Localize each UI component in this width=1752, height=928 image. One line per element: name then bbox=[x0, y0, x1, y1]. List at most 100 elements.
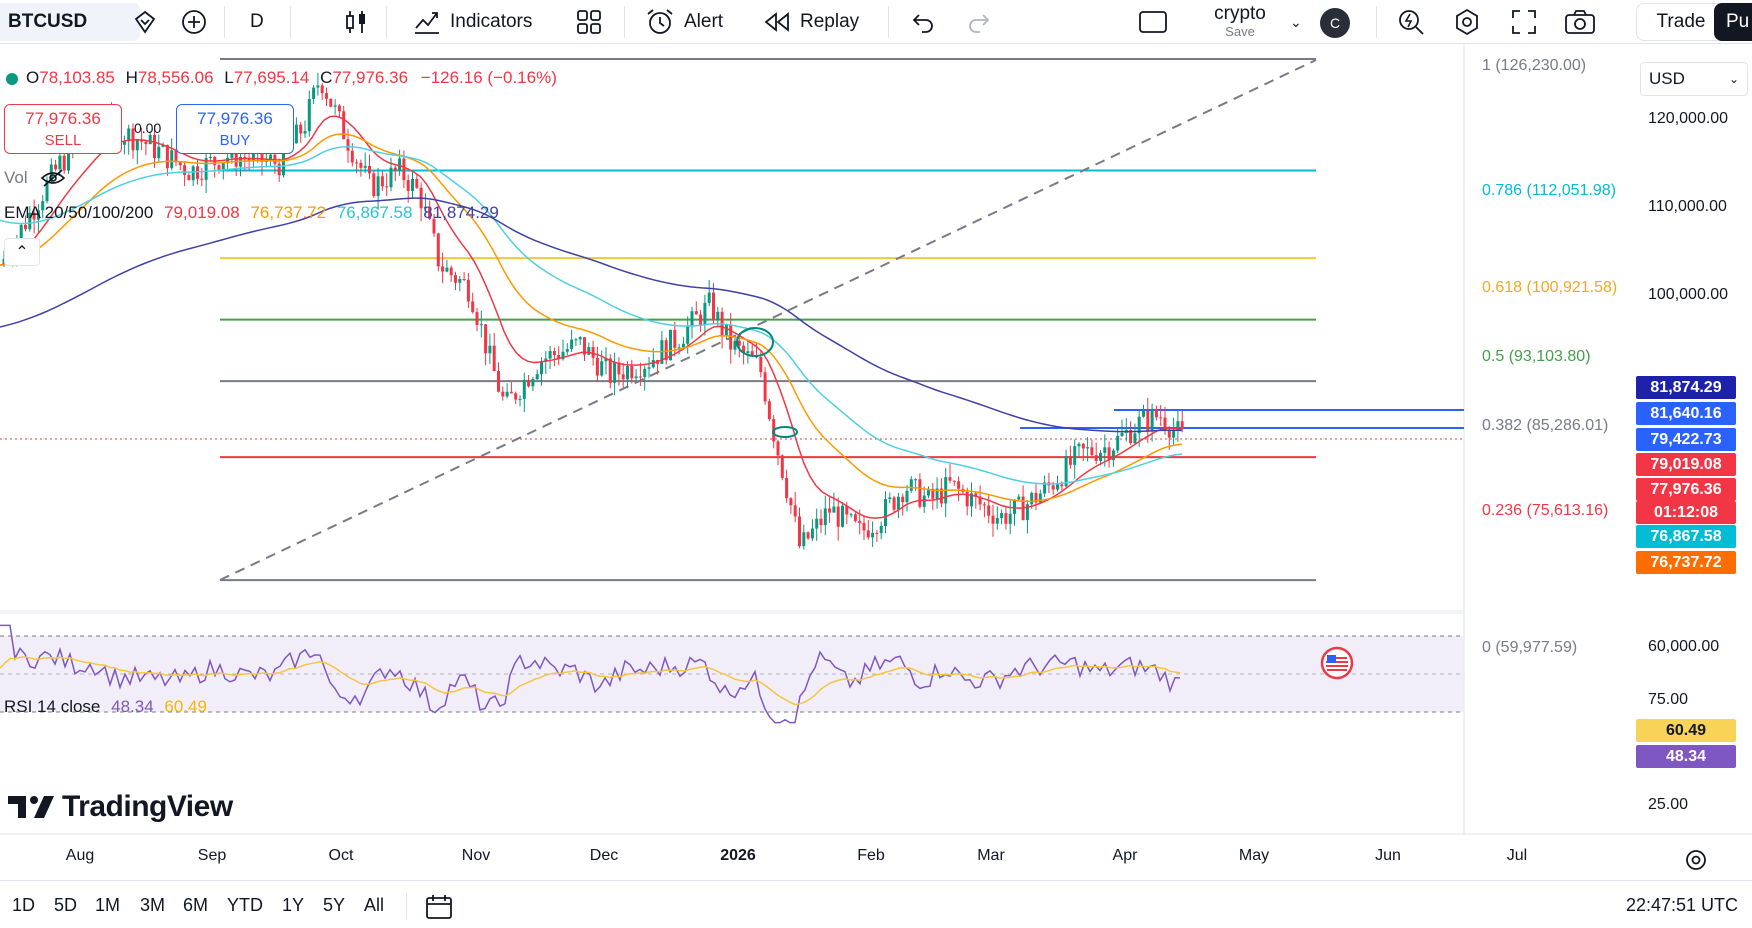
sell-button[interactable]: 77,976.36 SELL bbox=[4, 104, 122, 154]
range-button[interactable]: YTD bbox=[227, 895, 263, 915]
utc-clock[interactable]: 22:47:51 UTC bbox=[1625, 895, 1738, 915]
candle-body bbox=[475, 312, 479, 326]
price-chart[interactable] bbox=[0, 44, 1752, 880]
candle-body bbox=[174, 150, 178, 163]
layout-name: crypto bbox=[1214, 3, 1266, 24]
trade-label: Trade bbox=[1656, 11, 1706, 32]
time-axis-label: Dec bbox=[589, 847, 619, 864]
candle-body bbox=[269, 154, 273, 160]
indicators-button[interactable]: Indicators bbox=[412, 0, 532, 44]
candle-body bbox=[931, 488, 935, 499]
candle-body bbox=[1056, 484, 1059, 490]
alert-button[interactable]: Alert bbox=[644, 0, 723, 44]
us-flag-icon[interactable] bbox=[1320, 646, 1354, 680]
replay-button[interactable]: Replay bbox=[762, 0, 859, 44]
candle-body bbox=[398, 158, 402, 172]
candle-body bbox=[785, 477, 789, 499]
publish-button[interactable]: Pu bbox=[1714, 3, 1752, 41]
candle-body bbox=[165, 144, 169, 169]
candle-body bbox=[385, 186, 389, 188]
range-button[interactable]: 5D bbox=[54, 895, 78, 915]
trade-button[interactable]: Trade bbox=[1636, 3, 1726, 41]
rsi-tag-ma: 60.49 bbox=[1636, 719, 1736, 742]
quick-search-icon[interactable] bbox=[1396, 0, 1426, 44]
candle-body bbox=[376, 176, 380, 197]
candle-body bbox=[58, 155, 62, 170]
pane-separator bbox=[0, 610, 1464, 614]
redo-icon[interactable] bbox=[966, 0, 992, 44]
undo-icon[interactable] bbox=[910, 0, 936, 44]
layout-name-button[interactable]: crypto Save bbox=[1190, 3, 1290, 39]
rewind-icon bbox=[764, 12, 789, 32]
candle-body bbox=[914, 479, 918, 481]
candle-body bbox=[294, 124, 298, 144]
layout-select-icon[interactable] bbox=[1138, 0, 1168, 44]
price-tag-text: 76,867.58 bbox=[1650, 527, 1722, 545]
collapse-legend-button[interactable]: ⌃ bbox=[4, 238, 40, 266]
candle-body bbox=[1000, 513, 1004, 519]
time-axis-settings-icon[interactable] bbox=[1684, 848, 1708, 877]
interval-button[interactable]: D bbox=[250, 0, 264, 44]
open-label: O bbox=[26, 68, 40, 87]
candle-body bbox=[669, 329, 672, 361]
range-button[interactable]: 6M bbox=[183, 895, 209, 915]
candle-body bbox=[1013, 499, 1016, 514]
avatar[interactable]: C bbox=[1320, 8, 1350, 38]
fib-level-label: 0.5 (93,103.80) bbox=[1482, 348, 1591, 365]
candles-chart-type-icon[interactable] bbox=[344, 0, 368, 44]
sell-price: 77,976.36 bbox=[25, 109, 101, 128]
chevron-down-icon[interactable]: ⌄ bbox=[1290, 13, 1302, 30]
candle-body bbox=[67, 144, 70, 171]
settings-icon[interactable] bbox=[1452, 0, 1482, 44]
candle-body bbox=[436, 233, 440, 267]
candle-body bbox=[544, 358, 548, 362]
candle-body bbox=[488, 345, 492, 354]
candle-body bbox=[204, 158, 208, 180]
candle-body bbox=[862, 523, 866, 531]
candle-body bbox=[1086, 447, 1090, 449]
candle-body bbox=[62, 155, 66, 171]
price-tag-ema100: 76,867.58 bbox=[1636, 525, 1736, 548]
eye-hidden-icon[interactable] bbox=[40, 168, 66, 188]
highlight-circle bbox=[772, 426, 798, 438]
range-button[interactable]: 1D bbox=[12, 895, 36, 915]
tradingview-logo[interactable]: TradingView bbox=[8, 790, 233, 824]
candle-body bbox=[1008, 513, 1012, 524]
candle-body bbox=[303, 131, 307, 134]
fullscreen-icon[interactable] bbox=[1510, 0, 1538, 44]
add-symbol-compare-icon[interactable] bbox=[132, 0, 158, 44]
candle-body bbox=[935, 488, 939, 499]
rsi-label: RSI 14 close bbox=[4, 697, 101, 716]
range-button[interactable]: 3M bbox=[140, 895, 166, 915]
candle-body bbox=[441, 266, 445, 272]
candle-body bbox=[965, 491, 969, 507]
top-toolbar: BTCUSD D Indicators Alert Replay crypto … bbox=[0, 0, 1752, 44]
fib-level-label: 0.786 (112,051.98) bbox=[1482, 182, 1617, 199]
candle-body bbox=[626, 366, 629, 380]
range-button[interactable]: 5Y bbox=[323, 895, 346, 915]
candle-body bbox=[617, 362, 621, 375]
currency-select[interactable]: USD ⌄ bbox=[1640, 62, 1748, 96]
bottom-toolbar: 1D 5D 1M 3M 6M YTD 1Y 5Y All 22:47:51 UT… bbox=[0, 880, 1752, 928]
candle-body bbox=[991, 515, 995, 524]
candle-body bbox=[892, 497, 896, 510]
chevron-up-icon: ⌃ bbox=[15, 244, 29, 261]
calendar-goto-date-icon[interactable] bbox=[424, 893, 454, 921]
buy-button[interactable]: 77,976.36 BUY bbox=[176, 104, 294, 154]
candle-body bbox=[828, 508, 832, 513]
candle-body bbox=[277, 163, 281, 176]
range-button[interactable]: All bbox=[364, 895, 385, 915]
candle-body bbox=[355, 162, 359, 164]
fib-level-label: 0.618 (100,921.58) bbox=[1482, 279, 1618, 296]
add-symbol-icon[interactable] bbox=[180, 0, 208, 44]
range-button[interactable]: 1Y bbox=[282, 895, 305, 915]
indicator-templates-icon[interactable] bbox=[576, 0, 602, 44]
range-button[interactable]: 1M bbox=[95, 895, 121, 915]
camera-snapshot-icon[interactable] bbox=[1564, 0, 1596, 44]
symbol-search[interactable]: BTCUSD bbox=[0, 3, 140, 41]
time-axis-label: 2026 bbox=[720, 847, 756, 864]
time-axis-label: Jul bbox=[1506, 847, 1528, 864]
candle-body bbox=[604, 358, 608, 362]
candle-body bbox=[342, 111, 346, 140]
candle-body bbox=[952, 480, 956, 482]
